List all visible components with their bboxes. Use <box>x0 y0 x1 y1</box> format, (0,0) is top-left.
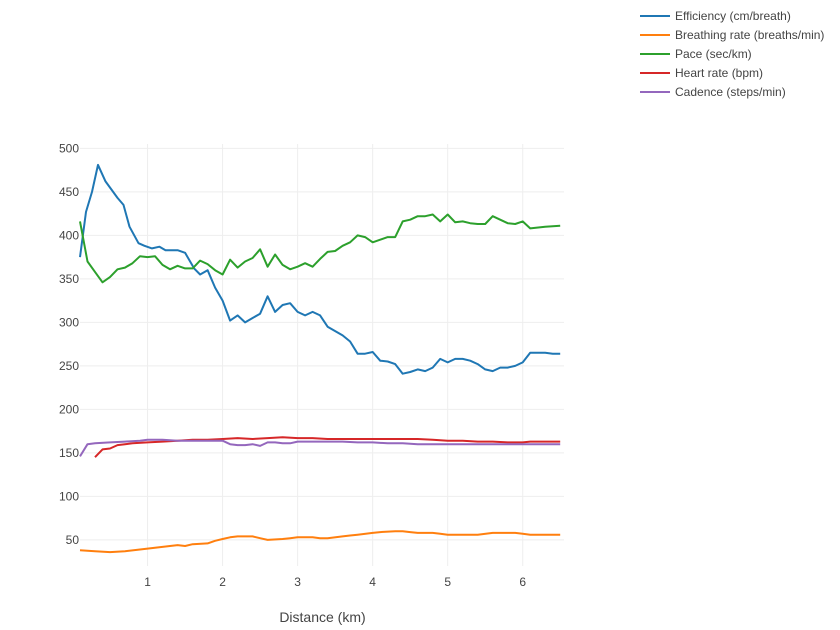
y-tick-label: 350 <box>59 272 79 286</box>
legend-item[interactable]: Pace (sec/km) <box>640 44 838 63</box>
x-tick-label: 1 <box>144 575 151 589</box>
y-tick-label: 150 <box>59 446 79 460</box>
legend-label: Heart rate (bpm) <box>675 65 764 80</box>
series-lines <box>79 163 561 554</box>
legend-swatch <box>640 90 670 93</box>
y-tick-label: 250 <box>59 359 79 373</box>
x-tick-label: 4 <box>369 575 376 589</box>
y-tick-label: 500 <box>59 141 79 155</box>
y-tick-label: 100 <box>59 489 79 503</box>
legend-swatch <box>640 52 670 55</box>
series-line-2 <box>79 530 561 554</box>
x-tick-label: 3 <box>294 575 301 589</box>
series-line-4 <box>94 436 561 458</box>
legend-item[interactable]: Cadence (steps/min) <box>640 82 838 101</box>
y-tick-label: 200 <box>59 402 79 416</box>
legend-swatch <box>640 33 670 36</box>
y-tick-label: 50 <box>66 533 80 547</box>
x-tick-label: 2 <box>219 575 226 589</box>
gridlines <box>80 144 564 566</box>
x-axis-title: Distance (km) <box>279 609 366 625</box>
series-line-5 <box>79 438 561 457</box>
legend-item[interactable]: Efficiency (cm/breath) <box>640 6 838 25</box>
legend[interactable]: Efficiency (cm/breath) Breathing rate (br… <box>640 6 838 101</box>
x-tick-label: 5 <box>444 575 451 589</box>
legend-item[interactable]: Breathing rate (breaths/min) <box>640 25 838 44</box>
legend-label: Breathing rate (breaths/min) <box>675 27 825 42</box>
legend-label: Efficiency (cm/breath) <box>675 8 791 23</box>
y-tick-labels: 50 100 150 200 250 300 350 400 450 500 <box>59 141 79 547</box>
legend-item[interactable]: Heart rate (bpm) <box>640 63 838 82</box>
legend-label: Cadence (steps/min) <box>675 84 786 99</box>
series-line-1 <box>79 163 561 375</box>
legend-label: Pace (sec/km) <box>675 46 752 61</box>
x-tick-label: 6 <box>519 575 526 589</box>
legend-swatch <box>640 14 670 17</box>
y-tick-label: 300 <box>59 315 79 329</box>
y-tick-label: 450 <box>59 185 79 199</box>
x-tick-labels: 1 2 3 4 5 6 <box>144 575 526 589</box>
legend-swatch <box>640 71 670 74</box>
series-line-3 <box>79 213 561 284</box>
y-tick-label: 400 <box>59 228 79 242</box>
